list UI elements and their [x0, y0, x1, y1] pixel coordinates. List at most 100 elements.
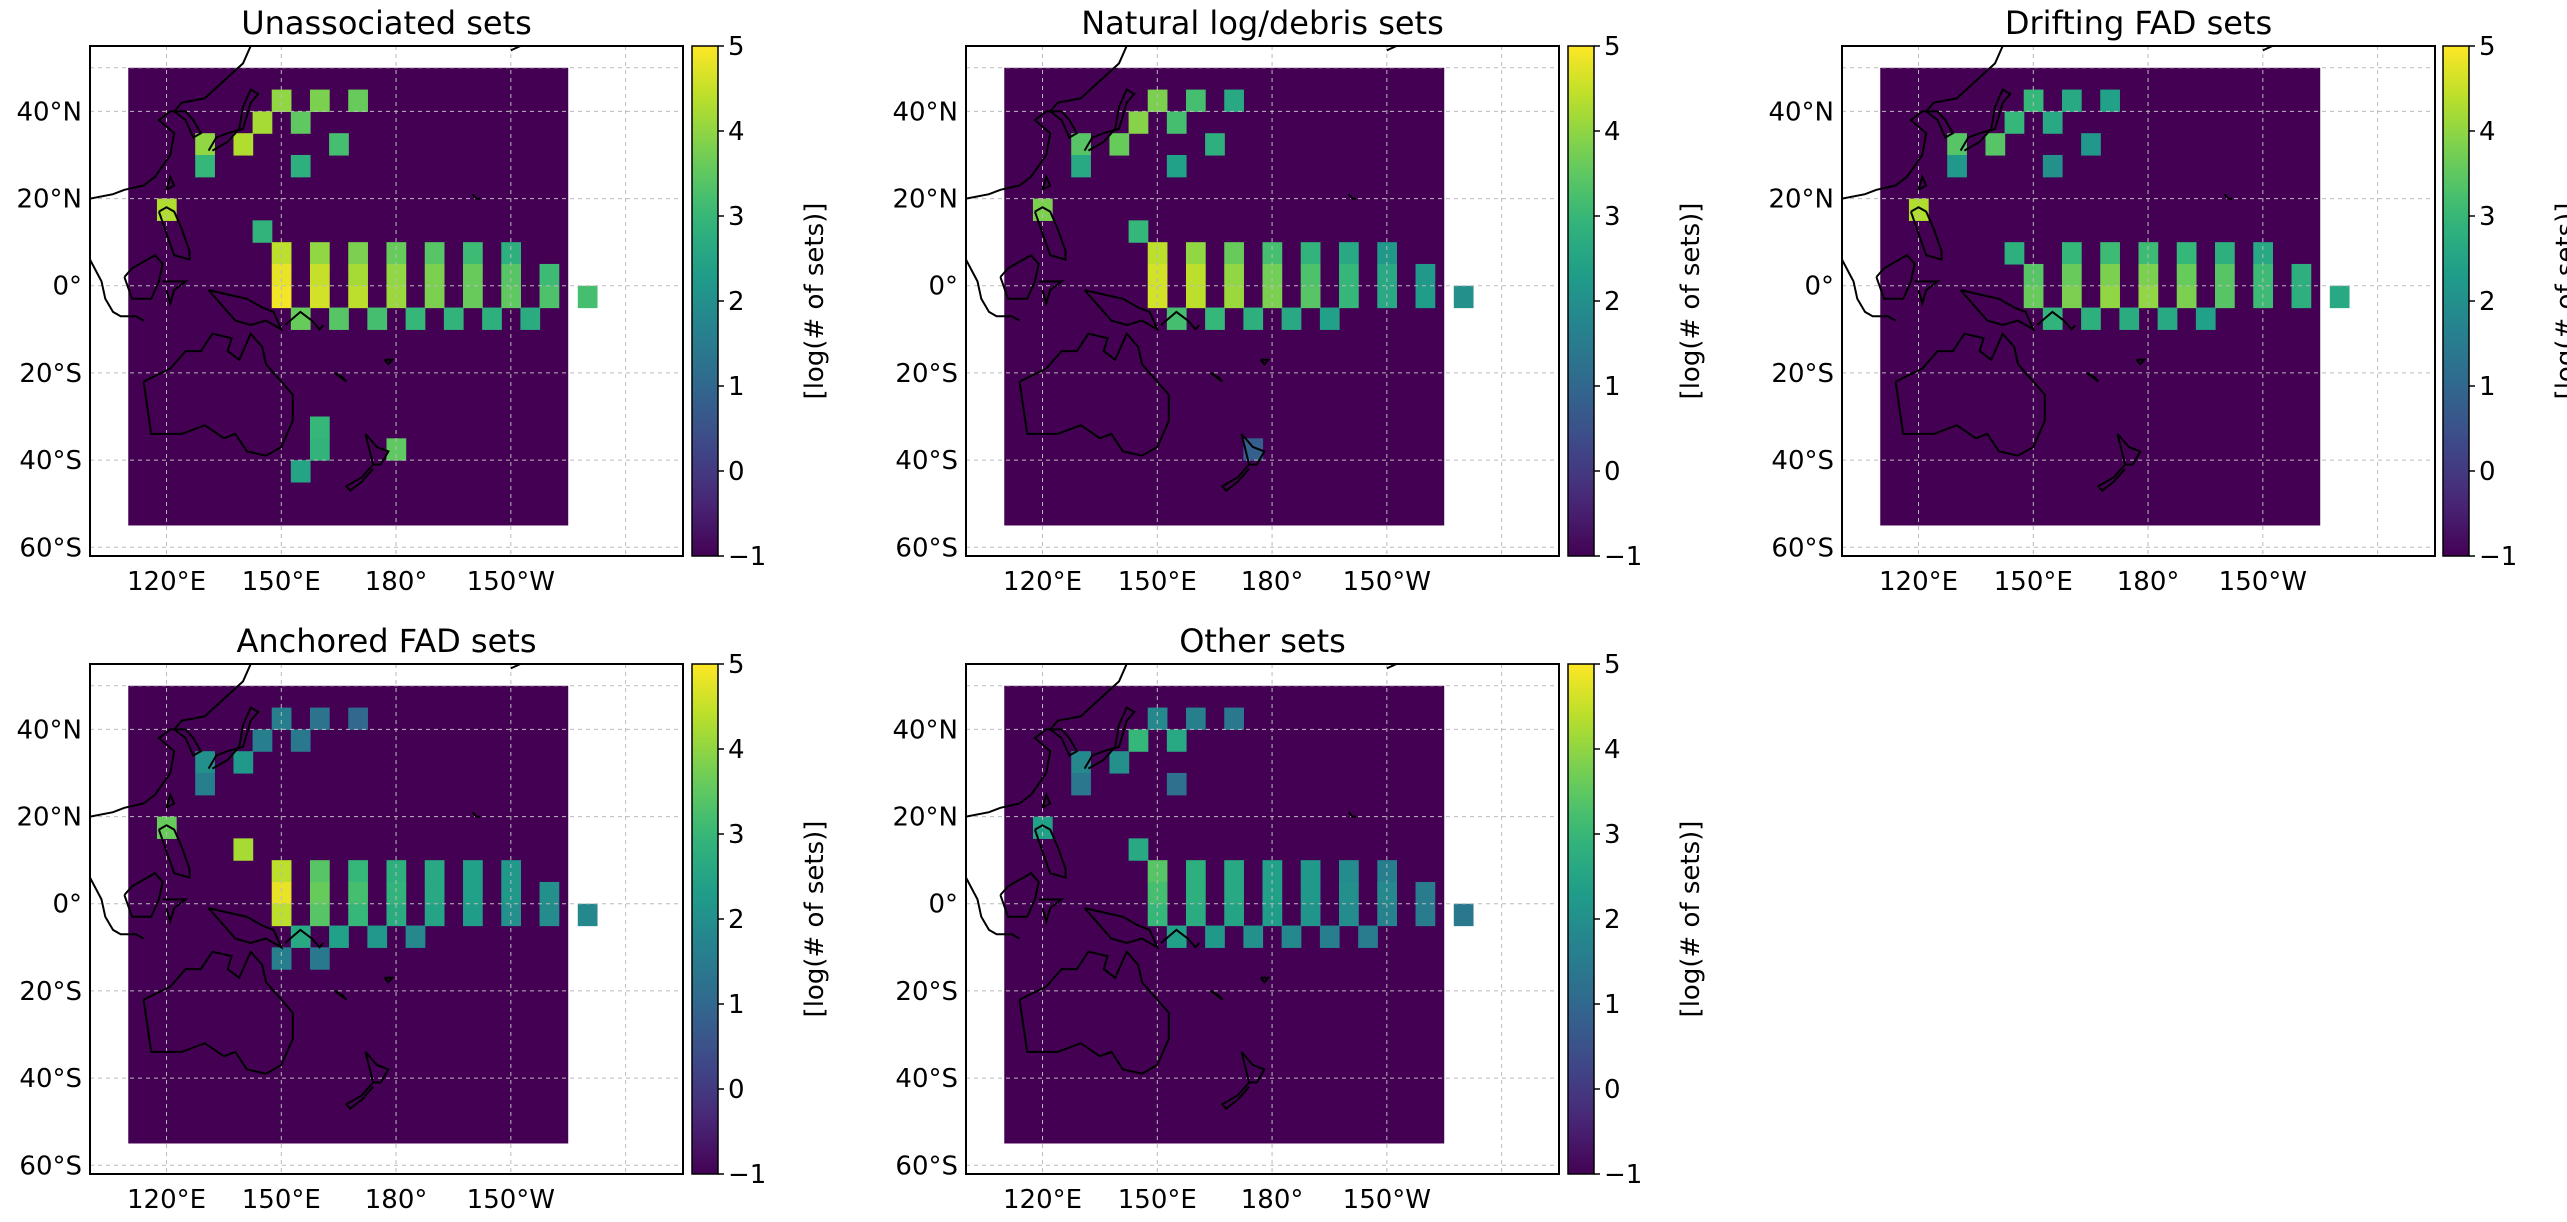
heatmap-cell [233, 751, 254, 774]
heatmap-cell [233, 133, 254, 156]
heatmap-cell [271, 860, 292, 883]
coastline [1875, 253, 1916, 300]
heatmap-cell [1224, 89, 1244, 112]
heatmap-cell [1147, 860, 1168, 883]
colorbar-tick-label: 1 [728, 372, 745, 402]
heatmap-cell [348, 263, 368, 287]
coastline [1160, 310, 1201, 331]
colorbar-label: [log(# of sets)] [1676, 821, 1706, 1018]
coastline [1083, 706, 1136, 770]
coastline [165, 173, 176, 191]
map-panel-4: Other sets 120°E 150°E 180° 150°W 40°N 20°N 0° 2… [892, 622, 1706, 1215]
heatmap-cell [501, 860, 522, 883]
heatmap-cell [271, 242, 292, 265]
coastline [142, 331, 294, 457]
heatmap-cell [1300, 860, 1321, 883]
coastline [1038, 898, 1065, 925]
heatmap-cell [290, 729, 311, 752]
panel-title: Drifting FAD sets [2005, 4, 2272, 42]
heatmap-cell [1300, 242, 1321, 265]
x-tick-label: 120°E [1003, 1185, 1082, 1215]
colorbar-tick-label: 4 [728, 735, 745, 765]
heatmap-cell [367, 925, 388, 948]
heatmap-cell [1147, 881, 1168, 905]
heatmap-cell [1453, 285, 1474, 309]
coastline [1083, 907, 1160, 950]
coastline [1259, 358, 1271, 366]
heatmap-cell [1205, 925, 1225, 948]
coastline [1914, 280, 1941, 307]
colorbar-tick-label: 1 [1604, 990, 1621, 1020]
x-tick-label: 150°E [242, 567, 321, 597]
map-frame [965, 45, 1560, 557]
heatmap-cell [1224, 285, 1244, 309]
coastline [383, 976, 395, 984]
coastline [1259, 976, 1271, 984]
heatmap-cell [1339, 263, 1359, 287]
y-tick-label: 0° [52, 890, 82, 920]
heatmap-cell [2081, 307, 2101, 330]
heatmap-cell [309, 438, 330, 461]
colorbar: 5 4 3 2 1 0 −1 [log(# of sets)] [1567, 650, 1706, 1190]
map-frame [89, 45, 684, 557]
coastline [364, 433, 390, 466]
heatmap-cell [1185, 903, 1206, 927]
heatmap-cell [1166, 772, 1187, 796]
coastline [1018, 331, 1170, 457]
heatmap-cell [405, 307, 426, 330]
heatmap-cell [290, 460, 311, 483]
coastline [1386, 664, 1399, 670]
y-tick-label: 40°N [16, 715, 82, 745]
y-tick-label: 40°S [19, 1064, 82, 1094]
heatmap-cell [1947, 154, 1967, 178]
heatmap-cell [2023, 263, 2044, 287]
heatmap-cell [1281, 925, 1302, 948]
heatmap-cell [1128, 111, 1149, 134]
heatmap-cell [271, 89, 292, 112]
x-tick-label: 150°W [2219, 567, 2307, 597]
coastline [334, 372, 348, 383]
heatmap-cell [271, 947, 292, 970]
y-tick-label: 40°S [1771, 446, 1834, 476]
heatmap-cell [577, 903, 598, 927]
heatmap-cell [424, 860, 445, 883]
coastline [1033, 824, 1067, 879]
heatmap-cell [2176, 263, 2197, 287]
heatmap-cell [309, 263, 330, 287]
heatmap-cell [1415, 263, 1436, 287]
colorbar-tick-label: 2 [728, 287, 745, 317]
heatmap-cell [2195, 307, 2216, 330]
heatmap-cell [2119, 307, 2140, 330]
heatmap-cell [520, 307, 541, 330]
coastline [966, 46, 1128, 200]
coastline [2036, 310, 2077, 331]
heatmap-cell [1147, 263, 1168, 287]
colorbar-gradient [1567, 45, 1595, 557]
map-panel-2: Drifting FAD sets 120°E 150°E 180° 150°W 40°N… [1768, 4, 2567, 597]
heatmap-cell [1377, 263, 1398, 287]
coastline [1959, 289, 2036, 332]
heatmap-cell [290, 307, 311, 330]
heatmap-cell [348, 881, 368, 905]
heatmap-cell [1339, 285, 1359, 309]
x-tick-label: 120°E [1879, 567, 1958, 597]
heatmap-cell [463, 242, 483, 265]
heatmap-cell [1339, 860, 1359, 883]
heatmap-cell [2329, 285, 2350, 309]
y-tick-label: 60°S [895, 533, 958, 563]
map-panel-3: Anchored FAD sets 120°E 150°E 180° 150°W 40°N… [16, 622, 830, 1215]
heatmap-cell [1339, 903, 1359, 927]
heatmap-cell [1453, 903, 1474, 927]
coastline [1220, 1081, 1250, 1110]
colorbar-tick-label: 5 [1604, 650, 1621, 680]
x-tick-label: 150°E [1118, 567, 1197, 597]
y-tick-label: 40°S [895, 1064, 958, 1094]
heatmap-cell [2023, 89, 2044, 112]
heatmap-cell [1071, 154, 1091, 178]
colorbar-tick-label: 5 [728, 32, 745, 62]
heatmap-cell [1109, 751, 1130, 774]
heatmap-cell [329, 133, 349, 156]
coastline [1240, 433, 1266, 466]
colorbar: 5 4 3 2 1 0 −1 [log(# of sets)] [691, 32, 830, 572]
heatmap-cell [1262, 881, 1283, 905]
